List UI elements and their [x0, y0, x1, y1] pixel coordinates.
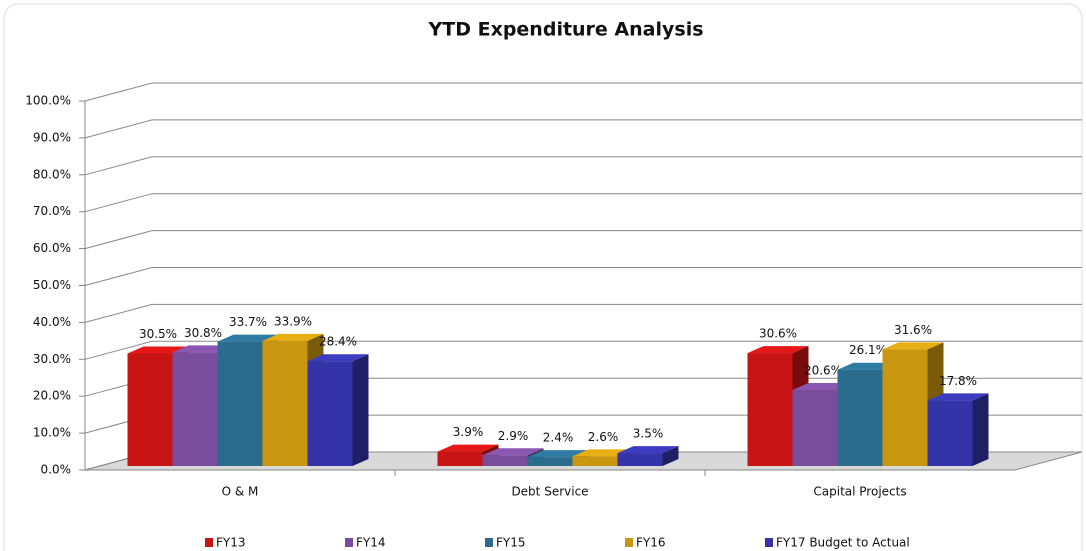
- data-label: 2.9%: [498, 429, 529, 443]
- legend-swatch: [345, 538, 353, 547]
- data-label: 2.6%: [588, 430, 619, 444]
- data-label: 30.8%: [184, 326, 222, 340]
- y-tick-label: 50.0%: [33, 278, 71, 292]
- y-tick-label: 10.0%: [33, 426, 71, 440]
- bar: [437, 451, 483, 466]
- legend-label: FY16: [636, 536, 666, 550]
- bar-top: [882, 342, 944, 350]
- bar: [527, 457, 573, 466]
- grid-line: [84, 230, 1082, 250]
- data-label: 31.6%: [894, 323, 932, 337]
- legend-swatch: [765, 538, 773, 547]
- bar: [262, 340, 308, 466]
- bar-side: [662, 446, 679, 466]
- bar-top: [127, 346, 189, 354]
- bar: [217, 341, 263, 466]
- bar: [747, 353, 793, 466]
- chart-title: YTD Expenditure Analysis: [427, 19, 703, 41]
- legend-label: FY17 Budget to Actual: [776, 536, 910, 550]
- y-tick-label: 70.0%: [33, 204, 71, 218]
- data-label: 33.7%: [229, 315, 267, 329]
- bar: [837, 369, 883, 466]
- y-tick-label: 100.0%: [25, 94, 71, 108]
- grid-line: [84, 303, 1082, 323]
- bar-top: [437, 444, 499, 452]
- data-label: 3.9%: [453, 425, 484, 439]
- bar-side: [352, 354, 369, 466]
- legend-swatch: [205, 538, 213, 547]
- bar-top: [307, 354, 369, 362]
- y-tick-label: 80.0%: [33, 167, 71, 181]
- bar: [127, 353, 173, 466]
- grid-line: [84, 156, 1082, 176]
- bar: [617, 453, 663, 466]
- legend-swatch: [485, 538, 493, 547]
- bar-top: [747, 346, 809, 354]
- bar-top: [527, 450, 589, 458]
- y-tick-label: 90.0%: [33, 130, 71, 144]
- data-label: 30.5%: [139, 327, 177, 341]
- grid-line: [84, 267, 1082, 286]
- x-tick-label: Debt Service: [511, 485, 588, 499]
- y-tick-label: 60.0%: [33, 241, 71, 255]
- bar: [482, 455, 528, 466]
- data-label: 28.4%: [319, 335, 357, 349]
- data-label: 3.5%: [633, 427, 664, 441]
- grid-line: [84, 340, 1082, 360]
- bar: [882, 349, 928, 466]
- bar: [927, 400, 973, 466]
- bar: [307, 361, 353, 466]
- y-tick-label: 40.0%: [33, 315, 71, 329]
- data-label: 33.9%: [274, 314, 312, 328]
- bar-top: [617, 446, 679, 454]
- data-label: 2.4%: [543, 431, 574, 445]
- legend-label: FY14: [356, 536, 386, 550]
- data-label: 26.1%: [849, 343, 887, 357]
- legend-label: FY15: [496, 536, 526, 550]
- bar: [792, 389, 838, 466]
- data-label: 30.6%: [759, 327, 797, 341]
- data-label: 17.8%: [939, 374, 977, 388]
- x-tick-label: O & M: [222, 485, 259, 499]
- bar: [172, 352, 218, 466]
- bar: [572, 456, 618, 466]
- x-tick-label: Capital Projects: [813, 485, 906, 499]
- bar-top: [482, 448, 544, 456]
- grid-line: [84, 119, 1082, 139]
- y-tick-label: 30.0%: [33, 352, 71, 366]
- data-label: 20.6%: [804, 363, 842, 377]
- bar-side: [972, 393, 989, 466]
- y-tick-label: 20.0%: [33, 389, 71, 403]
- grid-line: [84, 82, 1082, 102]
- grid-line: [84, 193, 1082, 213]
- legend-label: FY13: [216, 536, 246, 550]
- y-tick-label: 0.0%: [41, 463, 72, 477]
- bar-top: [217, 334, 279, 342]
- legend-swatch: [625, 538, 633, 547]
- bar-top: [927, 393, 989, 401]
- bar-top: [262, 333, 324, 341]
